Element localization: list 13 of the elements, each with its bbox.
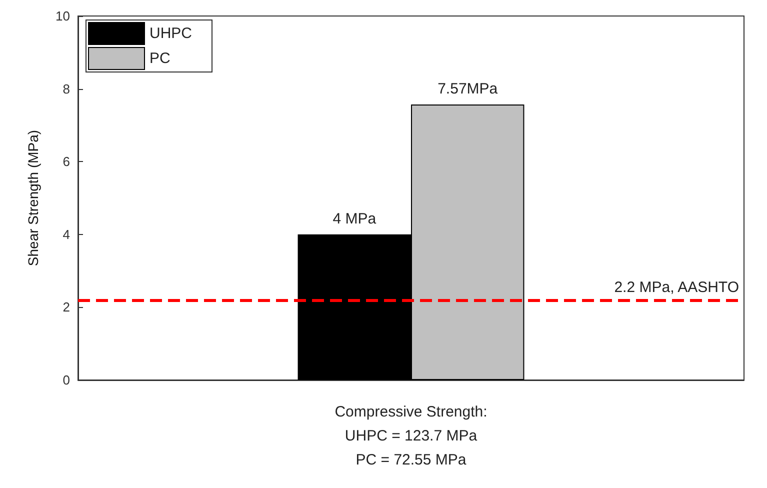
legend-label: PC xyxy=(150,50,171,67)
y-tick-label: 2 xyxy=(62,300,70,315)
data-label: 7.57MPa xyxy=(438,80,498,98)
y-axis-title: Shear Strength (MPa) xyxy=(25,130,41,266)
y-tick-label: 10 xyxy=(56,8,70,24)
y-tick-label: 6 xyxy=(62,154,70,170)
y-tick-label: 0 xyxy=(62,372,70,388)
x-axis-title: Compressive Strength: UHPC = 123.7 MPa PC = 72.55 MPa xyxy=(334,404,488,468)
legend-label: UHPC xyxy=(150,25,192,42)
y-tick-label: 4 xyxy=(62,226,70,242)
data-label: 4 MPa xyxy=(332,210,377,228)
y-tick-label: 8 xyxy=(62,81,70,96)
ref-line-label: 2.2 MPa, AASHTO xyxy=(614,278,739,296)
